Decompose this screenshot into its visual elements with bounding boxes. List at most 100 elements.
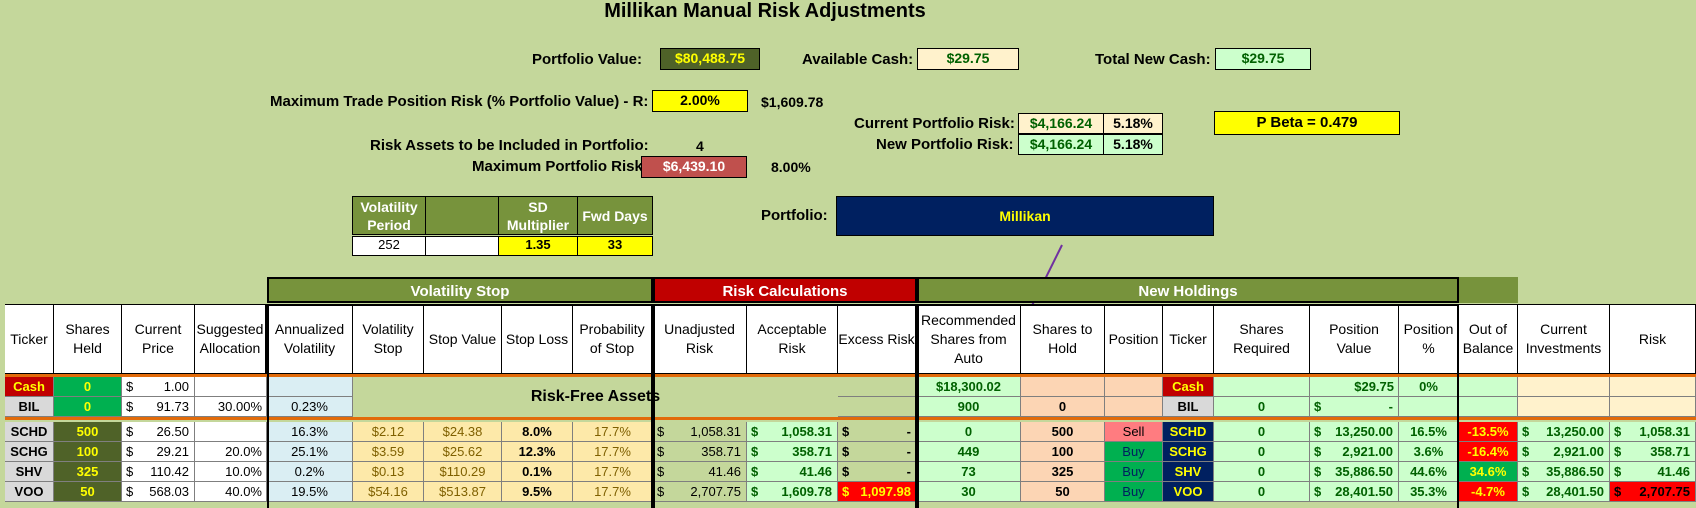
shares-to-hold-cell[interactable]: 100 bbox=[1021, 442, 1105, 462]
column-header[interactable]: Suggested Allocation bbox=[195, 305, 267, 373]
position-value-cell: $35,886.50 bbox=[1310, 462, 1399, 482]
currency-symbol: $ bbox=[1314, 484, 1322, 499]
group-header-filler bbox=[1459, 277, 1518, 303]
column-header[interactable]: Out of Balance bbox=[1459, 305, 1518, 373]
column-header[interactable]: Position bbox=[1105, 305, 1163, 373]
probability-of-stop-cell: 17.7% bbox=[573, 442, 653, 462]
sd-multiplier-value[interactable]: 1.35 bbox=[498, 236, 578, 256]
stop-loss-cell: 8.0% bbox=[502, 422, 573, 442]
column-header[interactable]: Probability of Stop bbox=[573, 305, 653, 373]
currency-symbol: $ bbox=[1614, 444, 1622, 459]
vol-period-header: Volatility Period bbox=[352, 196, 426, 235]
column-header[interactable]: Excess Risk bbox=[838, 305, 917, 373]
shares-to-hold-cell[interactable]: 50 bbox=[1021, 482, 1105, 502]
column-header[interactable]: Annualized Volatility bbox=[267, 305, 353, 373]
currency-symbol: $ bbox=[126, 444, 134, 459]
available-cash-label: Available Cash: bbox=[802, 51, 914, 68]
fwd-days-value[interactable]: 33 bbox=[577, 236, 653, 256]
shares-to-hold-cell[interactable] bbox=[1021, 377, 1105, 397]
ticker-cell: SHV bbox=[5, 462, 54, 482]
recommended-shares-cell: 30 bbox=[917, 482, 1021, 502]
column-header[interactable]: Shares to Hold bbox=[1021, 305, 1105, 373]
current-risk-pct[interactable]: 5.18% bbox=[1103, 113, 1163, 134]
out-of-balance-cell bbox=[1459, 377, 1518, 397]
column-header[interactable]: Ticker bbox=[5, 305, 54, 373]
cell-value: 1.00 bbox=[163, 379, 189, 394]
shares-required-cell: 0 bbox=[1214, 482, 1310, 502]
new-risk-amount[interactable]: $4,166.24 bbox=[1018, 134, 1104, 155]
ticker-cell: SCHG bbox=[5, 442, 54, 462]
shares-held-cell[interactable]: 100 bbox=[54, 442, 122, 462]
currency-symbol: $ bbox=[1522, 444, 1530, 459]
column-header[interactable]: Risk bbox=[1610, 305, 1696, 373]
column-header[interactable]: Volatility Stop bbox=[353, 305, 424, 373]
cell-value: 1,097.98 bbox=[860, 484, 911, 499]
column-header[interactable]: Position Value bbox=[1310, 305, 1399, 373]
shares-held-cell[interactable]: 0 bbox=[54, 377, 122, 397]
column-header[interactable]: Unadjusted Risk bbox=[653, 305, 747, 373]
column-header[interactable]: Stop Loss bbox=[502, 305, 573, 373]
column-header[interactable]: Position % bbox=[1399, 305, 1459, 373]
excess-risk-cell: $1,097.98 bbox=[838, 482, 917, 502]
suggested-allocation-cell[interactable] bbox=[195, 422, 267, 442]
recommended-shares-cell: 0 bbox=[917, 422, 1021, 442]
excess-risk-cell: $ - bbox=[838, 442, 917, 462]
max-trade-risk-pct[interactable]: 2.00% bbox=[652, 90, 748, 112]
shares-to-hold-cell[interactable]: 500 bbox=[1021, 422, 1105, 442]
total-new-cash[interactable]: $29.75 bbox=[1215, 48, 1311, 70]
out-of-balance-cell: -13.5% bbox=[1459, 422, 1518, 442]
risk-assets-label: Risk Assets to be Included in Portfolio: bbox=[370, 137, 649, 154]
position-value-cell: $ - bbox=[1310, 397, 1399, 417]
shares-held-cell[interactable]: 50 bbox=[54, 482, 122, 502]
stop-loss-cell: 12.3% bbox=[502, 442, 573, 462]
portfolio-label: Portfolio: bbox=[761, 207, 828, 224]
suggested-allocation-cell[interactable]: 20.0% bbox=[195, 442, 267, 462]
shares-held-cell[interactable]: 325 bbox=[54, 462, 122, 482]
current-investments-cell: $28,401.50 bbox=[1518, 482, 1610, 502]
column-header[interactable]: Ticker bbox=[1163, 305, 1214, 373]
group-volatility-stop: Volatility Stop bbox=[267, 277, 653, 303]
current-price-cell: $568.03 bbox=[122, 482, 195, 502]
shares-to-hold-cell[interactable]: 0 bbox=[1021, 397, 1105, 417]
cell-value: 1,058.31 bbox=[1639, 424, 1690, 439]
currency-symbol: $ bbox=[1614, 424, 1622, 439]
suggested-allocation-cell[interactable]: 10.0% bbox=[195, 462, 267, 482]
current-risk-amount[interactable]: $4,166.24 bbox=[1018, 113, 1104, 134]
current-price-cell: $1.00 bbox=[122, 377, 195, 397]
vol-blank-value[interactable] bbox=[425, 236, 499, 256]
column-header[interactable]: Stop Value bbox=[424, 305, 502, 373]
position-pct-cell: 44.6% bbox=[1399, 462, 1459, 482]
position-cell bbox=[1105, 377, 1163, 397]
cell-value: 29.21 bbox=[156, 444, 189, 459]
vol-period-value[interactable]: 252 bbox=[352, 236, 426, 256]
column-header[interactable]: Shares Held bbox=[54, 305, 122, 373]
currency-symbol: $ bbox=[1314, 424, 1322, 439]
suggested-allocation-cell[interactable] bbox=[195, 377, 267, 397]
suggested-allocation-cell[interactable]: 30.00% bbox=[195, 397, 267, 417]
max-portfolio-risk-amount[interactable]: $6,439.10 bbox=[641, 156, 747, 178]
volatility-stop-cell: $3.59 bbox=[353, 442, 424, 462]
shares-held-cell[interactable]: 500 bbox=[54, 422, 122, 442]
column-header[interactable]: Recommended Shares from Auto bbox=[917, 305, 1021, 373]
cell-value: 2,921.00 bbox=[1342, 444, 1393, 459]
shares-to-hold-cell[interactable]: 325 bbox=[1021, 462, 1105, 482]
column-header[interactable]: Current Price bbox=[122, 305, 195, 373]
shares-held-cell[interactable]: 0 bbox=[54, 397, 122, 417]
new-risk-pct[interactable]: 5.18% bbox=[1103, 134, 1163, 155]
currency-symbol: $ bbox=[126, 424, 134, 439]
column-header[interactable]: Shares Required bbox=[1214, 305, 1310, 373]
orange-separator bbox=[5, 374, 1696, 377]
cell-value: 358.71 bbox=[792, 444, 832, 459]
column-header[interactable]: Acceptable Risk bbox=[747, 305, 838, 373]
cell-value: 41.46 bbox=[799, 464, 832, 479]
annualized-volatility-cell: 19.5% bbox=[267, 482, 353, 502]
cell-value: - bbox=[1388, 399, 1393, 414]
suggested-allocation-cell[interactable]: 40.0% bbox=[195, 482, 267, 502]
available-cash[interactable]: $29.75 bbox=[917, 48, 1019, 70]
column-header[interactable]: Current Investments bbox=[1518, 305, 1610, 373]
portfolio-name[interactable]: Millikan bbox=[836, 196, 1214, 236]
portfolio-value[interactable]: $80,488.75 bbox=[660, 48, 760, 70]
p-beta[interactable]: P Beta = 0.479 bbox=[1214, 111, 1400, 135]
group-new-holdings: New Holdings bbox=[917, 277, 1459, 303]
ticker-cell: SCHD bbox=[1163, 422, 1214, 442]
